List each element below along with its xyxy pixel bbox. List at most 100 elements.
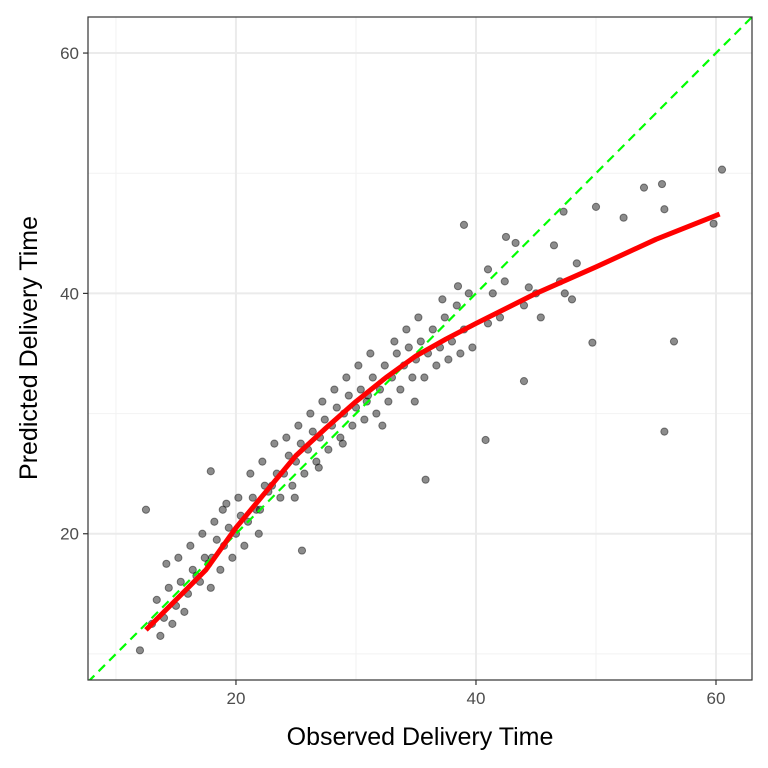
point [198, 529, 207, 538]
point [290, 493, 299, 502]
point [639, 183, 649, 192]
point [438, 295, 447, 304]
point [152, 595, 161, 604]
point [378, 421, 387, 430]
point [390, 337, 399, 346]
point [186, 541, 195, 550]
point [297, 546, 307, 555]
point [246, 469, 255, 478]
point [135, 646, 145, 655]
point [168, 619, 177, 628]
point [176, 577, 185, 586]
point [368, 373, 377, 382]
point [468, 343, 477, 352]
point [300, 469, 309, 478]
point [432, 361, 441, 370]
point [360, 415, 369, 424]
point [234, 493, 243, 502]
point [669, 337, 679, 346]
point [164, 583, 173, 592]
point [206, 467, 215, 476]
point [619, 213, 628, 222]
point [402, 325, 411, 334]
point [560, 289, 569, 298]
point [453, 282, 463, 291]
point [396, 385, 405, 394]
point [312, 457, 321, 466]
point [481, 435, 490, 445]
point [206, 583, 215, 592]
point [348, 421, 357, 430]
point [324, 445, 333, 454]
point [483, 265, 493, 274]
point [366, 349, 375, 358]
point [420, 373, 429, 382]
point [511, 238, 520, 248]
point [404, 343, 413, 352]
point [500, 277, 509, 286]
y-tick-label: 60 [60, 44, 79, 63]
point [392, 349, 401, 358]
y-tick-label: 40 [60, 284, 79, 303]
point [660, 205, 669, 214]
point [228, 553, 237, 562]
point [306, 409, 315, 418]
point [536, 313, 545, 322]
point [372, 409, 381, 418]
x-axis-label: Observed Delivery Time [287, 723, 554, 751]
point [258, 457, 267, 466]
point [410, 397, 419, 406]
point [456, 349, 465, 358]
point [657, 179, 667, 189]
point [519, 377, 529, 386]
plot-area [88, 17, 752, 680]
point [384, 397, 393, 406]
point [380, 361, 389, 370]
point [320, 415, 329, 424]
point [318, 397, 327, 406]
point [717, 165, 727, 174]
reference-line [88, 17, 752, 680]
point [314, 463, 323, 472]
point [572, 259, 581, 268]
point [224, 523, 233, 532]
point [330, 385, 339, 394]
point [210, 517, 219, 526]
point [567, 295, 577, 304]
point [284, 451, 293, 460]
point [354, 361, 363, 370]
grid [88, 17, 752, 680]
point [240, 541, 249, 550]
point [254, 529, 263, 538]
point [296, 439, 305, 448]
smooth-line [144, 211, 721, 632]
point [338, 439, 347, 448]
point [308, 427, 317, 436]
point [270, 439, 279, 448]
point [464, 289, 473, 298]
point [188, 565, 197, 574]
point [180, 607, 189, 616]
point [660, 427, 669, 436]
point [216, 565, 225, 574]
point [141, 505, 151, 514]
point [276, 493, 285, 502]
point [288, 481, 297, 490]
y-tick-label: 20 [60, 525, 79, 544]
point [294, 421, 303, 430]
point [342, 373, 351, 382]
point [282, 433, 291, 442]
point [559, 207, 568, 216]
point [344, 391, 353, 400]
point [414, 313, 423, 322]
point [591, 202, 601, 211]
panel-border [87, 16, 753, 681]
y-axis-label: Predicted Delivery Time [15, 216, 43, 480]
point [212, 535, 221, 544]
point [332, 403, 341, 412]
point [709, 219, 718, 228]
point [452, 301, 461, 310]
point [549, 241, 559, 250]
point [218, 505, 227, 514]
x-tick-label: 60 [707, 689, 726, 708]
